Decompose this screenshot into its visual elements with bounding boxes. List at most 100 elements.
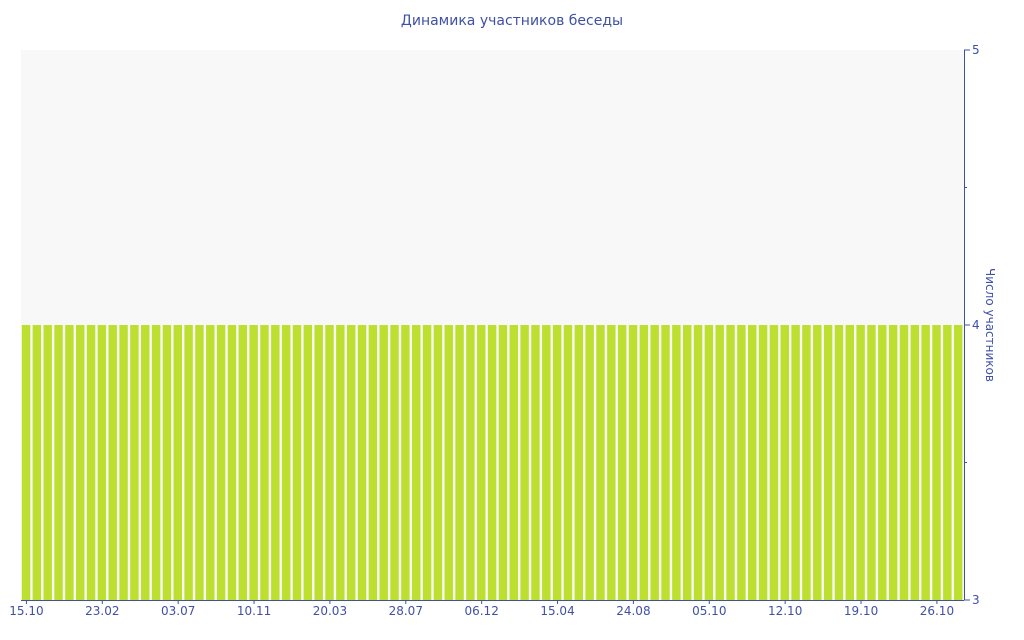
x-tick-label: 26.10 [920, 604, 954, 618]
x-tick-label: 12.10 [768, 604, 802, 618]
bar [726, 325, 735, 600]
bar [206, 325, 215, 600]
bar [281, 325, 291, 600]
bar [878, 325, 887, 600]
bar [758, 325, 768, 600]
bar [509, 325, 518, 600]
bar [303, 325, 313, 600]
bar [834, 325, 844, 600]
bar [141, 325, 150, 600]
x-tick-label: 06.12 [464, 604, 498, 618]
bar [748, 325, 757, 600]
bar [867, 325, 876, 600]
bar [498, 325, 508, 600]
bar [271, 325, 280, 600]
bar [390, 325, 399, 600]
chart-title: Динамика участников беседы [400, 13, 624, 29]
bar [574, 325, 584, 600]
bar [260, 325, 269, 600]
bar [704, 325, 714, 600]
bar [661, 325, 670, 600]
x-tick-label: 28.07 [389, 604, 423, 618]
x-tick-label: 24.08 [616, 604, 650, 618]
bar [54, 325, 63, 600]
bar [487, 325, 497, 600]
bar [368, 325, 378, 600]
bar [845, 325, 855, 600]
bar [173, 325, 182, 600]
x-tick-label: 05.10 [692, 604, 726, 618]
x-tick-label: 15.04 [540, 604, 574, 618]
bar [780, 325, 789, 600]
bar [693, 325, 703, 600]
bar [119, 325, 128, 600]
bar [412, 325, 421, 600]
bar [216, 325, 226, 600]
bar [888, 325, 898, 600]
bar [325, 325, 334, 600]
x-tick-label: 15.10 [9, 604, 43, 618]
bar [585, 325, 594, 600]
x-tick-label: 20.03 [313, 604, 347, 618]
bar [628, 325, 638, 600]
bar [86, 325, 96, 600]
bar [737, 325, 746, 600]
bar [433, 325, 443, 600]
bar [401, 325, 410, 600]
bar [227, 325, 237, 600]
bar [444, 325, 453, 600]
bar [21, 325, 31, 600]
y-tick-label: 4 [972, 318, 980, 332]
bar [455, 325, 464, 600]
bar [238, 325, 248, 600]
y-tick-label: 5 [972, 43, 980, 57]
bar [563, 325, 573, 600]
bar [672, 325, 681, 600]
bar [336, 325, 345, 600]
bar [921, 325, 930, 600]
bar [162, 325, 172, 600]
bar [357, 325, 367, 600]
bar [184, 325, 193, 600]
bar [542, 325, 551, 600]
bar [953, 325, 963, 600]
y-tick-label: 3 [972, 593, 980, 607]
bar [108, 325, 117, 600]
bar [520, 325, 529, 600]
bar [65, 325, 74, 600]
bar [802, 325, 811, 600]
bar [899, 325, 909, 600]
bar [97, 325, 107, 600]
bar [292, 325, 302, 600]
bar [552, 325, 562, 600]
bar [75, 325, 85, 600]
bar [195, 325, 204, 600]
bar [943, 325, 952, 600]
x-tick-label: 03.07 [161, 604, 195, 618]
bar [466, 325, 475, 600]
bar [607, 325, 616, 600]
x-tick-label: 23.02 [85, 604, 119, 618]
bar [151, 325, 161, 600]
bar [823, 325, 833, 600]
bar [32, 325, 42, 600]
x-tick-label: 19.10 [844, 604, 878, 618]
x-tick-label: 10.11 [237, 604, 271, 618]
bar [617, 325, 627, 600]
bar [682, 325, 692, 600]
bar [769, 325, 779, 600]
bar [314, 325, 323, 600]
bar [130, 325, 139, 600]
bar [422, 325, 432, 600]
bar [249, 325, 258, 600]
bar [531, 325, 540, 600]
bar [379, 325, 388, 600]
bar [856, 325, 865, 600]
bar [650, 325, 659, 600]
bar [910, 325, 920, 600]
bar [43, 325, 52, 600]
bar [715, 325, 724, 600]
bar [346, 325, 356, 600]
bar [813, 325, 822, 600]
